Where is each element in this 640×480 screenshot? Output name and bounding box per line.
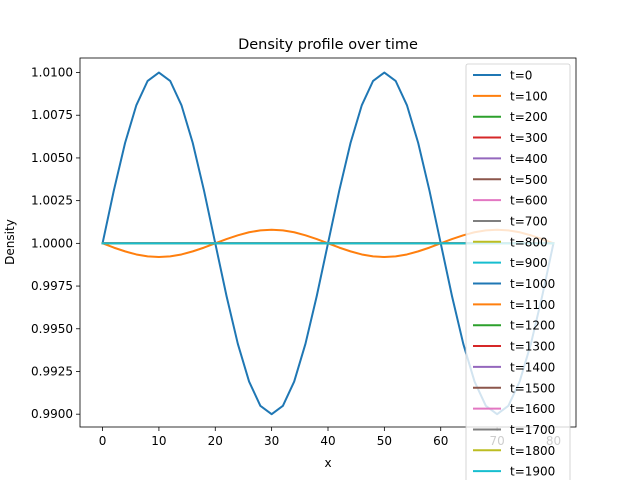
legend-label: t=1500 <box>510 381 555 395</box>
legend-label: t=300 <box>510 131 548 145</box>
legend-label: t=1100 <box>510 298 555 312</box>
legend-label: t=1400 <box>510 360 555 374</box>
legend-label: t=600 <box>510 194 548 208</box>
legend-label: t=800 <box>510 235 548 249</box>
legend-label: t=1600 <box>510 402 555 416</box>
legend-label: t=900 <box>510 256 548 270</box>
x-tick-label: 40 <box>320 434 335 448</box>
y-tick-label: 0.9925 <box>31 364 73 378</box>
legend-label: t=700 <box>510 214 548 228</box>
y-axis: 0.9900 0.9925 0.9950 0.9975 1.0000 1.0025 1.00… <box>31 66 80 421</box>
y-axis-label: Density <box>3 219 17 265</box>
x-tick-label: 30 <box>264 434 279 448</box>
x-tick-label: 50 <box>377 434 392 448</box>
x-tick-label: 0 <box>99 434 107 448</box>
y-tick-label: 1.0000 <box>31 236 73 250</box>
x-tick-label: 60 <box>433 434 448 448</box>
y-tick-label: 0.9900 <box>31 407 73 421</box>
y-tick-label: 1.0100 <box>31 66 73 80</box>
legend-label: t=200 <box>510 110 548 124</box>
legend-label: t=1700 <box>510 423 555 437</box>
legend-label: t=1900 <box>510 465 555 479</box>
x-tick-label: 20 <box>208 434 223 448</box>
y-tick-label: 0.9975 <box>31 279 73 293</box>
legend-label: t=500 <box>510 173 548 187</box>
legend-label: t=0 <box>510 69 532 83</box>
legend-label: t=1000 <box>510 277 555 291</box>
legend: t=0 t=100 t=200 t=300 t=400 t=500 t=600 t=700 t=… <box>465 63 571 480</box>
legend-box <box>465 63 571 480</box>
legend-label: t=1300 <box>510 340 555 354</box>
y-tick-label: 1.0050 <box>31 151 73 165</box>
legend-label: t=1800 <box>510 444 555 458</box>
y-tick-label: 0.9950 <box>31 322 73 336</box>
legend-label: t=1200 <box>510 319 555 333</box>
x-tick-label: 10 <box>151 434 166 448</box>
y-tick-label: 1.0075 <box>31 108 73 122</box>
legend-label: t=400 <box>510 152 548 166</box>
y-tick-label: 1.0025 <box>31 194 73 208</box>
chart-title: Density profile over time <box>238 37 418 53</box>
legend-label: t=100 <box>510 89 548 103</box>
x-axis-label: x <box>324 456 331 470</box>
